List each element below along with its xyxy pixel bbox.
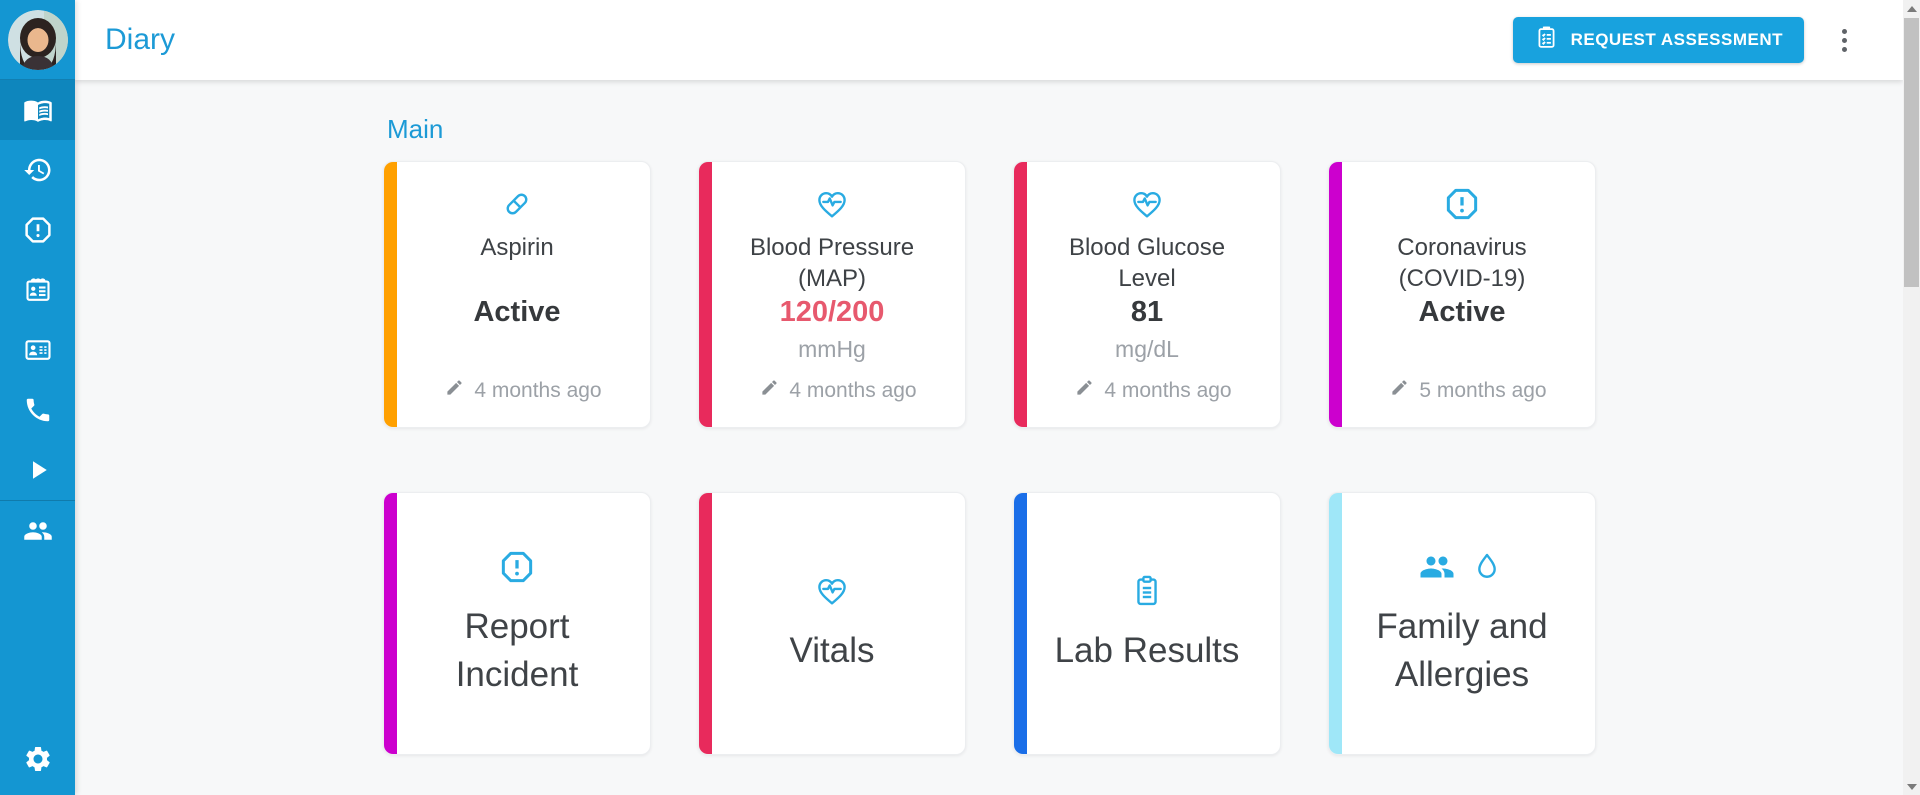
summary-card-blood-glucose-level[interactable]: Blood Glucose Level 81 mg/dL 4 months ago: [1013, 161, 1281, 428]
nav-card-label: Lab Results: [1054, 630, 1240, 670]
card-title: Coronavirus (COVID-19): [1397, 234, 1527, 292]
nav-card-lab-results[interactable]: Lab Results: [1013, 492, 1281, 755]
nav-card-report-incident[interactable]: Report Incident: [383, 492, 651, 755]
alert-octagon-icon: [499, 549, 535, 585]
card-stripe: [699, 162, 712, 427]
card-stripe: [1014, 493, 1027, 754]
card-updated-label: 5 months ago: [1419, 378, 1547, 402]
heart-pulse-icon: [814, 573, 850, 609]
summary-cards-row: Aspirin Active 4 months ago Blood Pressure …: [383, 161, 1903, 428]
sidebar-item-people[interactable]: [0, 501, 75, 561]
clipboard-list-icon: [1129, 573, 1165, 609]
sidebar-item-appointments[interactable]: [0, 260, 75, 320]
contact-card-icon: [23, 335, 53, 365]
sidebar-item-history[interactable]: [0, 140, 75, 200]
sidebar-item-contact-card[interactable]: [0, 320, 75, 380]
summary-card-aspirin[interactable]: Aspirin Active 4 months ago: [383, 161, 651, 428]
card-updated-label: 4 months ago: [789, 378, 917, 402]
card-stripe: [1329, 162, 1342, 427]
people-icon: [23, 516, 53, 546]
header-actions: REQUEST ASSESSMENT: [1512, 17, 1855, 63]
card-updated: 4 months ago: [1027, 378, 1280, 403]
card-stripe: [1014, 162, 1027, 427]
scroll-up-icon[interactable]: [1903, 0, 1920, 17]
card-value: 120/200: [779, 296, 885, 328]
gear-icon: [23, 744, 53, 774]
card-updated-label: 4 months ago: [474, 378, 602, 402]
pencil-icon: [760, 378, 779, 403]
card-icon-row: [814, 573, 850, 609]
header: Diary REQUEST ASSESSMENT: [75, 0, 1903, 80]
card-unit: mg/dL: [1115, 336, 1179, 362]
card-updated: 4 months ago: [712, 378, 965, 403]
pill-icon: [499, 186, 535, 222]
phone-icon: [23, 395, 53, 425]
card-icon-row: [699, 186, 965, 222]
card-icon-row: [1419, 549, 1505, 585]
card-title: Aspirin: [480, 234, 554, 261]
clipboard-check-icon: [1534, 25, 1559, 55]
alert-octagon-icon: [23, 215, 53, 245]
section-title: Main: [387, 114, 444, 144]
card-value: Active: [473, 296, 561, 328]
card-icon-row: [384, 186, 650, 222]
summary-card-coronavirus-covid-19[interactable]: Coronavirus (COVID-19) Active 5 months ago: [1328, 161, 1596, 428]
nav-card-label: Family and Allergies: [1376, 606, 1548, 694]
card-value: Active: [1418, 296, 1506, 328]
request-assessment-label: REQUEST ASSESSMENT: [1570, 30, 1783, 49]
user-avatar[interactable]: [0, 0, 75, 80]
card-stripe: [384, 493, 397, 754]
card-updated-label: 4 months ago: [1104, 378, 1232, 402]
card-title: Blood Glucose Level: [1068, 234, 1226, 292]
nav-card-label: Report Incident: [455, 606, 579, 694]
card-stripe: [384, 162, 397, 427]
avatar-image: [7, 9, 68, 70]
heart-pulse-icon: [1129, 186, 1165, 222]
card-value: 81: [1130, 296, 1164, 328]
pencil-icon: [1390, 378, 1409, 403]
page-title: Diary: [105, 23, 176, 56]
card-updated: 4 months ago: [397, 378, 650, 403]
scroll-down-icon[interactable]: [1903, 778, 1920, 795]
nav-card-family-and-allergies[interactable]: Family and Allergies: [1328, 492, 1596, 755]
nav-card-vitals[interactable]: Vitals: [698, 492, 966, 755]
vertical-scrollbar: [1903, 0, 1920, 795]
card-icon-row: [1329, 186, 1595, 222]
sidebar-item-diary[interactable]: [0, 80, 75, 140]
main-content: Main Aspirin Active 4 months ago Blood Pres…: [75, 80, 1903, 795]
history-icon: [23, 155, 53, 185]
kebab-menu-icon[interactable]: [1834, 23, 1855, 58]
card-icon-row: [499, 549, 535, 585]
sidebar-divider: [0, 500, 75, 501]
sidebar-item-settings[interactable]: [0, 729, 75, 789]
scrollbar-thumb[interactable]: [1904, 18, 1919, 287]
card-icon-row: [1129, 573, 1165, 609]
contact-calendar-icon: [23, 275, 53, 305]
card-updated: 5 months ago: [1342, 378, 1595, 403]
card-unit: mmHg: [798, 336, 866, 362]
sidebar-nav: [0, 80, 75, 795]
pencil-icon: [1075, 378, 1094, 403]
book-open-icon: [23, 95, 53, 125]
card-stripe: [699, 493, 712, 754]
sidebar-item-incidents[interactable]: [0, 200, 75, 260]
heart-pulse-icon: [814, 186, 850, 222]
sidebar: [0, 0, 75, 795]
alert-octagon-icon: [1444, 186, 1480, 222]
people-icon: [1419, 549, 1455, 585]
play-icon: [23, 455, 53, 485]
card-icon-row: [1014, 186, 1280, 222]
nav-cards-row: Report Incident Vitals Lab Results Family a…: [383, 492, 1903, 755]
nav-card-label: Vitals: [789, 630, 875, 670]
request-assessment-button[interactable]: REQUEST ASSESSMENT: [1512, 17, 1804, 63]
sidebar-item-media[interactable]: [0, 440, 75, 500]
sidebar-item-calls[interactable]: [0, 380, 75, 440]
summary-card-blood-pressure-map[interactable]: Blood Pressure (MAP) 120/200 mmHg 4 months …: [698, 161, 966, 428]
pencil-icon: [445, 378, 464, 403]
droplet-icon: [1469, 549, 1505, 585]
card-title: Blood Pressure (MAP): [749, 234, 915, 292]
card-stripe: [1329, 493, 1342, 754]
